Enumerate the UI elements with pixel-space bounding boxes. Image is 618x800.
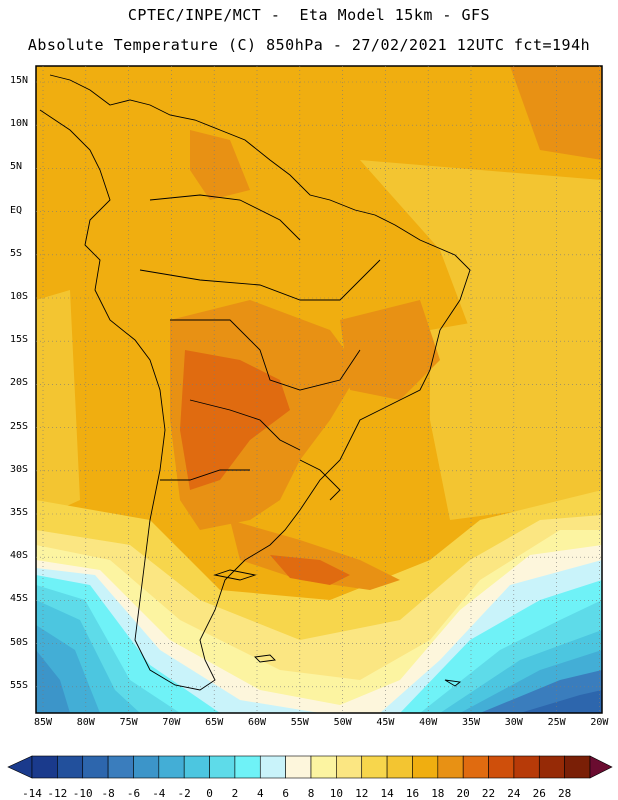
colorbar-tick-label: -2 [177,787,191,800]
lat-label: 45S [10,593,29,605]
colorbar-tick-label: 26 [532,787,546,800]
lon-label: 35W [461,717,481,728]
colorbar-tick-label: -12 [47,787,68,800]
colorbar-segment [462,755,489,779]
colorbar-segment [82,755,109,779]
colorbar-tick-label: -6 [126,787,141,800]
lon-label: 20W [590,717,609,728]
lon-label: 70W [162,717,181,728]
lat-label: 20S [10,377,29,389]
colorbar-tick-label: 20 [456,787,470,800]
colorbar-tick-label: 10 [329,787,343,800]
colorbar-segment [361,755,388,779]
lat-label: 15S [10,334,29,346]
lon-label: 55W [290,717,309,728]
colorbar-segment [513,755,540,779]
colorbar-tick-label: 0 [206,787,213,800]
colorbar-tick-label: 16 [405,787,420,800]
colorbar-tick-label: 6 [282,787,289,800]
colorbar-segment [285,755,312,779]
lon-label: 75W [119,717,138,728]
lat-label: 10S [10,291,29,302]
colorbar-segment [31,755,58,779]
map-frame [35,65,603,714]
colorbar-segment [310,755,337,779]
colorbar-segment [386,755,413,779]
colorbar-tick-label: -4 [152,787,166,800]
colorbar-segment [57,755,84,779]
lon-label: 25W [547,717,566,728]
lat-label: 30S [10,463,29,475]
lat-label: 35S [10,507,29,518]
colorbar-segment [259,755,286,779]
colorbar-tick-label: 14 [380,787,394,800]
colorbar-segment [412,755,439,779]
colorbar-tick-label: 4 [256,787,264,800]
title-line-1: CPTEC/INPE/MCT - Eta Model 15km - GFS [127,6,491,24]
colorbar-tick-label: 24 [507,787,521,800]
colorbar-segment [437,755,464,779]
coastline [39,74,471,691]
colorbar-segment [158,755,185,779]
colorbar-segment [234,755,261,779]
colorbar-high-arrow [589,755,613,779]
colorbar-segment [133,755,160,779]
lon-label: 40W [419,717,438,728]
colorbar-segment [107,755,134,779]
colorbar-tick-label: -14 [22,787,42,800]
colorbar-segment [209,755,236,779]
color-scale-bar [7,755,613,779]
colorbar-segment [336,755,363,779]
lat-label: 15N [10,75,29,86]
colorbar-segment [488,755,515,779]
lon-label: 80W [76,717,95,728]
lat-label: EQ [10,204,23,216]
colorbar-tick-label: 8 [307,787,315,800]
lat-label: 5N [10,161,23,173]
lon-label: 30W [504,717,523,728]
lat-label: 50S [10,636,29,648]
lon-label: 45W [376,717,395,728]
colorbar-tick-label: 22 [481,787,496,800]
lat-label: 55S [10,679,29,691]
lon-label: 50W [333,717,352,728]
lon-label: 60W [247,717,267,728]
colorbar-tick-label: 12 [355,787,369,800]
colorbar-tick-label: 28 [558,787,572,800]
colorbar-segment [564,755,591,779]
colorbar-segment [183,755,210,779]
lat-label: 25S [10,420,29,432]
colorbar-tick-label: -8 [101,787,115,800]
lat-label: 40S [10,550,29,562]
temperature-field [36,66,602,713]
colorbar-low-arrow [7,755,33,779]
lat-label: 10N [10,118,29,130]
title-line-2: Absolute Temperature (C) 850hPa - 27/02/… [27,36,591,54]
colorbar-tick-label: -10 [72,787,93,800]
lat-label: 5S [10,247,23,259]
colorbar-segment [538,755,565,779]
lon-label: 85W [33,717,53,728]
lon-label: 65W [205,717,224,728]
colorbar-tick-label: 2 [231,787,239,800]
colorbar-tick-label: 18 [431,787,445,800]
